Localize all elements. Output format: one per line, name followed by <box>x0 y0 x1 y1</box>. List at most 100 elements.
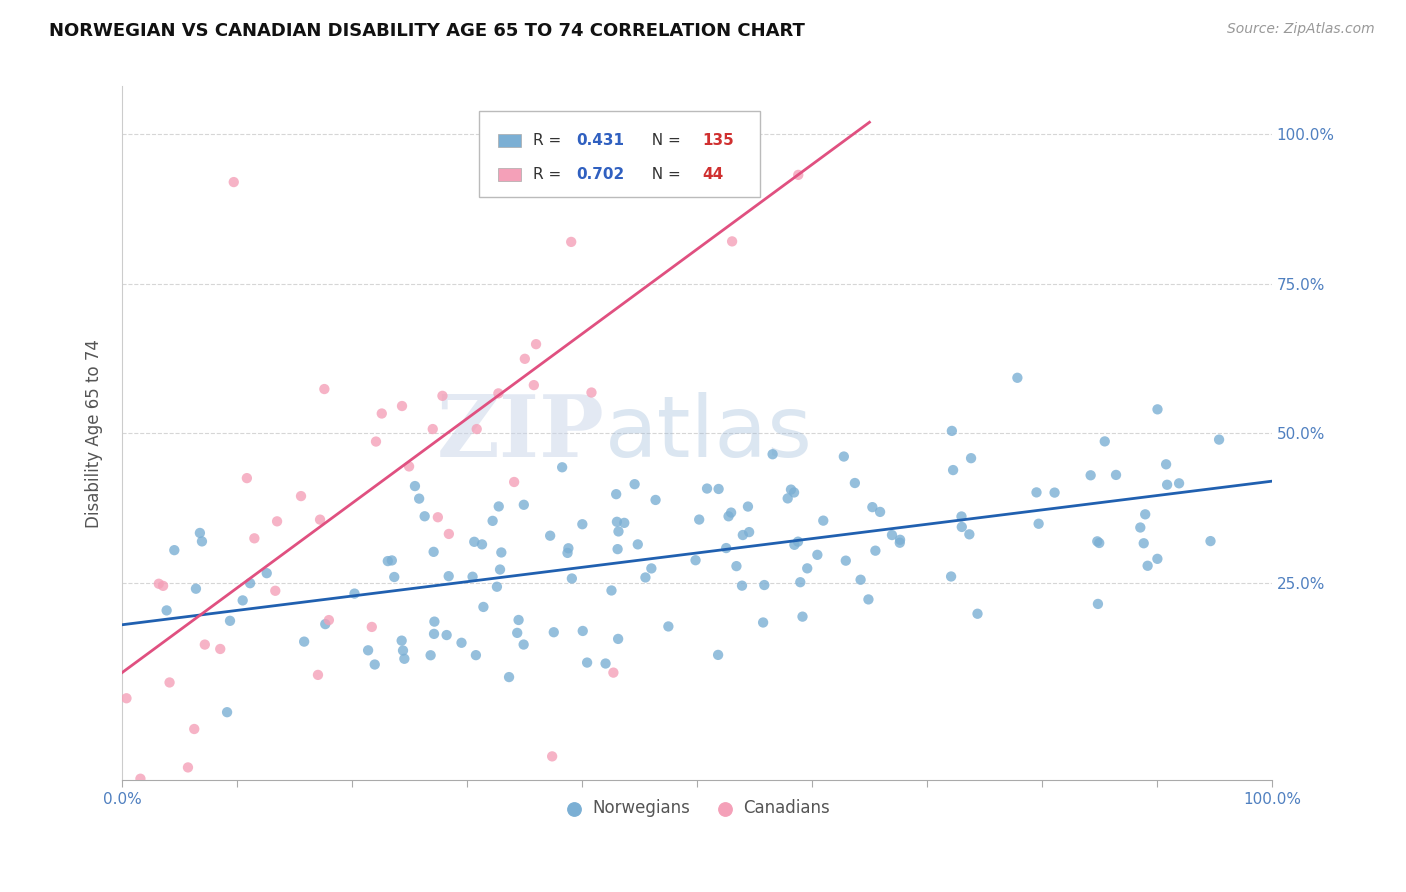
FancyBboxPatch shape <box>498 168 522 181</box>
Point <box>761 447 783 461</box>
Point <box>391 633 413 648</box>
Point <box>606 515 628 529</box>
Point <box>1129 520 1152 534</box>
Point <box>314 617 336 632</box>
Text: ZIP: ZIP <box>437 392 605 475</box>
Point <box>889 535 911 549</box>
Point <box>889 533 911 547</box>
Text: 0.431: 0.431 <box>576 133 624 148</box>
Point <box>776 491 799 506</box>
Point <box>188 525 211 540</box>
Point <box>503 475 526 489</box>
Point <box>423 615 446 629</box>
Point <box>1154 458 1177 472</box>
Point <box>163 543 186 558</box>
FancyBboxPatch shape <box>478 111 761 197</box>
Point <box>1088 536 1111 550</box>
Point <box>413 509 436 524</box>
Point <box>357 643 380 657</box>
Point <box>513 351 536 366</box>
Point <box>865 543 887 558</box>
Point <box>1025 485 1047 500</box>
Point <box>1105 467 1128 482</box>
Point <box>219 614 242 628</box>
Point <box>832 450 855 464</box>
Point <box>957 527 980 541</box>
Point <box>481 514 503 528</box>
Point <box>950 509 973 524</box>
Point <box>360 620 382 634</box>
Point <box>783 538 806 552</box>
Point <box>437 527 460 541</box>
Point <box>513 498 536 512</box>
Point <box>1208 433 1230 447</box>
Point <box>523 378 546 392</box>
Point <box>152 579 174 593</box>
Point <box>419 648 441 663</box>
Text: 44: 44 <box>703 167 724 182</box>
FancyBboxPatch shape <box>498 134 522 147</box>
Text: 135: 135 <box>703 133 734 148</box>
Point <box>232 593 254 607</box>
Point <box>426 510 449 524</box>
Point <box>1146 402 1168 417</box>
Point <box>377 554 399 568</box>
Point <box>432 389 454 403</box>
Point <box>394 652 416 666</box>
Point <box>796 561 818 575</box>
Point <box>717 509 740 524</box>
Point <box>644 492 666 507</box>
Point <box>731 579 754 593</box>
Point <box>392 643 415 657</box>
Point <box>436 628 458 642</box>
Point <box>398 459 420 474</box>
Point <box>382 570 405 584</box>
Point <box>184 582 207 596</box>
Point <box>264 583 287 598</box>
Point <box>783 485 806 500</box>
Point <box>560 235 582 249</box>
Point <box>314 382 336 396</box>
Point <box>858 592 880 607</box>
Point <box>1156 477 1178 491</box>
Point <box>239 576 262 591</box>
Point <box>557 541 579 556</box>
Point <box>787 534 810 549</box>
Point <box>576 656 599 670</box>
Point <box>828 27 851 41</box>
Point <box>391 399 413 413</box>
Point <box>1094 434 1116 449</box>
Point <box>939 569 962 583</box>
Point <box>148 576 170 591</box>
Point <box>707 648 730 662</box>
Point <box>869 505 891 519</box>
Point <box>806 548 828 562</box>
Point <box>813 514 835 528</box>
Point <box>792 609 814 624</box>
Point <box>450 636 472 650</box>
Point <box>960 451 983 466</box>
Point <box>343 586 366 600</box>
Point <box>880 528 903 542</box>
Point <box>217 705 239 719</box>
Point <box>752 615 775 630</box>
Point <box>688 512 710 526</box>
Point <box>789 575 811 590</box>
Point <box>1168 476 1191 491</box>
Legend: Norwegians, Canadians: Norwegians, Canadians <box>557 793 837 824</box>
Point <box>243 531 266 545</box>
Point <box>595 657 617 671</box>
Point <box>318 613 340 627</box>
Point <box>581 385 603 400</box>
Point <box>465 422 488 436</box>
Point <box>941 424 963 438</box>
Point <box>194 638 217 652</box>
Point <box>364 434 387 449</box>
Point <box>707 482 730 496</box>
Point <box>129 772 152 786</box>
Point <box>602 665 624 680</box>
Point <box>607 524 630 539</box>
Point <box>780 483 803 497</box>
Point <box>461 570 484 584</box>
Point <box>464 648 486 662</box>
